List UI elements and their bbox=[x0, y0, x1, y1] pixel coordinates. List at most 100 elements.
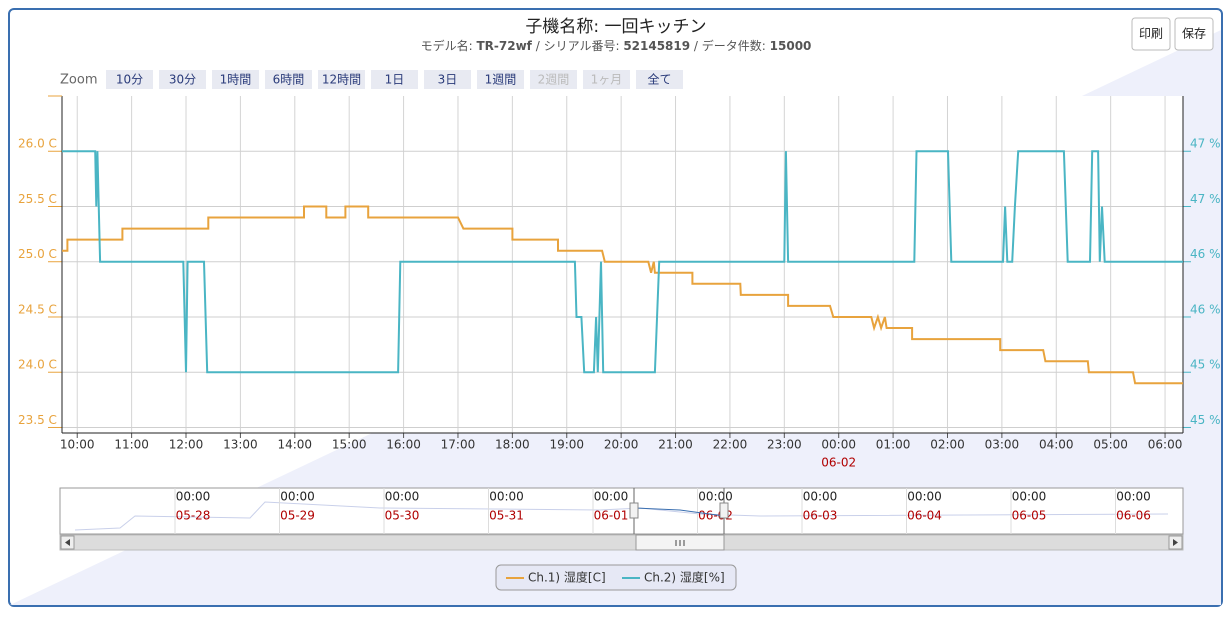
x-tick-label: 00:00 bbox=[821, 438, 856, 452]
scrollbar-arrow bbox=[65, 539, 70, 546]
navigator-date: 05-29 bbox=[280, 509, 315, 523]
x-tick-label: 05:00 bbox=[1093, 438, 1128, 452]
x-tick-label: 04:00 bbox=[1039, 438, 1074, 452]
zoom-button-box bbox=[159, 70, 206, 89]
toolbar-button[interactable]: 保存 bbox=[1174, 17, 1214, 51]
chart-title: 子機名称: 一回キッチン bbox=[525, 17, 706, 37]
legend-item[interactable]: Ch.2) 湿度[%] bbox=[622, 570, 725, 585]
x-tick-label: 21:00 bbox=[658, 438, 693, 452]
y-tick-label: 24.0 C bbox=[18, 358, 57, 372]
navigator-date: 06-04 bbox=[907, 509, 942, 523]
navigator-date: 05-28 bbox=[176, 509, 211, 523]
zoom-button-label: 6時間 bbox=[273, 73, 305, 87]
button-label: 印刷 bbox=[1139, 27, 1163, 41]
x-tick-label: 23:00 bbox=[767, 438, 802, 452]
x-tick-label: 12:00 bbox=[169, 438, 204, 452]
legend-label: Ch.2) 湿度[%] bbox=[644, 570, 725, 585]
navigator-time: 00:00 bbox=[1116, 490, 1151, 504]
button-box bbox=[1131, 17, 1171, 51]
subtitle-label: / シリアル番号: bbox=[532, 39, 623, 53]
y2-tick-label: 45 % bbox=[1190, 358, 1221, 372]
zoom-button-label: 1時間 bbox=[220, 73, 252, 87]
x-tick-label: 13:00 bbox=[223, 438, 258, 452]
x-tick-label: 10:00 bbox=[60, 438, 95, 452]
x-tick-label: 20:00 bbox=[604, 438, 639, 452]
navigator-time: 00:00 bbox=[907, 490, 942, 504]
navigator-time: 00:00 bbox=[176, 490, 211, 504]
navigator-date: 06-06 bbox=[1116, 509, 1151, 523]
x-tick-label: 01:00 bbox=[876, 438, 911, 452]
series-line bbox=[62, 205, 1183, 385]
navigator-date: 06-03 bbox=[803, 509, 838, 523]
x-tick-label: 18:00 bbox=[495, 438, 530, 452]
legend-box bbox=[495, 564, 737, 591]
zoom-button[interactable]: 全て bbox=[636, 70, 683, 89]
scrollbar-grip bbox=[675, 540, 685, 546]
navigator-time: 00:00 bbox=[1012, 490, 1047, 504]
series-line bbox=[62, 150, 1183, 374]
zoom-button-box bbox=[371, 70, 418, 89]
subtitle-value: TR-72wf bbox=[476, 39, 532, 53]
legend-label: Ch.1) 湿度[C] bbox=[528, 570, 606, 585]
subtitle-value: 15000 bbox=[770, 39, 812, 53]
x-tick-label: 17:00 bbox=[441, 438, 476, 452]
subtitle-label: / データ件数: bbox=[690, 38, 770, 53]
zoom-button-label: 1ヶ月 bbox=[591, 73, 623, 87]
x-tick-label: 14:00 bbox=[277, 438, 312, 452]
zoom-button[interactable]: 12時間 bbox=[318, 70, 365, 89]
zoom-button-label: 1週間 bbox=[485, 73, 517, 87]
y2-tick-label: 47 % bbox=[1190, 192, 1221, 206]
navigator-box bbox=[59, 487, 1184, 535]
y2-tick-label: 46 % bbox=[1190, 247, 1221, 261]
x-tick-label: 03:00 bbox=[985, 438, 1020, 452]
subtitle-label: モデル名: bbox=[421, 38, 477, 53]
navigator-time: 00:00 bbox=[489, 490, 524, 504]
toolbar-button[interactable]: 印刷 bbox=[1131, 17, 1171, 51]
y2-tick-label: 45 % bbox=[1190, 413, 1221, 427]
navigator-handle[interactable] bbox=[719, 502, 729, 519]
zoom-button[interactable]: 1週間 bbox=[477, 70, 524, 89]
navigator-handle[interactable] bbox=[629, 502, 639, 519]
x-tick-label: 15:00 bbox=[332, 438, 367, 452]
navigator-mask bbox=[61, 489, 634, 533]
zoom-button[interactable]: 3日 bbox=[424, 70, 471, 89]
zoom-button: 1ヶ月 bbox=[583, 70, 630, 89]
zoom-button-box bbox=[424, 70, 471, 89]
x-tick-label: 02:00 bbox=[930, 438, 965, 452]
zoom-button[interactable]: 1時間 bbox=[212, 70, 259, 89]
navigator-date: 06-01 bbox=[594, 509, 629, 523]
x-date-label: 06-02 bbox=[821, 456, 856, 470]
y-tick-label: 26.0 C bbox=[18, 137, 57, 151]
zoom-button: 2週間 bbox=[530, 70, 577, 89]
navigator-date: 05-31 bbox=[489, 509, 524, 523]
plot-area bbox=[62, 96, 1183, 433]
button-box bbox=[1174, 17, 1214, 51]
zoom-button-label: 2週間 bbox=[538, 73, 570, 87]
zoom-button[interactable]: 30分 bbox=[159, 70, 206, 89]
zoom-button-box bbox=[318, 70, 365, 89]
zoom-button-box bbox=[477, 70, 524, 89]
zoom-label: Zoom bbox=[60, 73, 97, 88]
zoom-button-label: 3日 bbox=[438, 73, 458, 87]
y2-tick-label: 46 % bbox=[1190, 302, 1221, 316]
zoom-button-box bbox=[265, 70, 312, 89]
zoom-button-box bbox=[583, 70, 630, 89]
y2-tick-label: 47 % bbox=[1190, 137, 1221, 151]
zoom-button-box bbox=[106, 70, 153, 89]
navigator-date: 06-05 bbox=[1012, 509, 1047, 523]
zoom-button[interactable]: 10分 bbox=[106, 70, 153, 89]
zoom-button-box bbox=[530, 70, 577, 89]
navigator-date: 05-30 bbox=[385, 509, 420, 523]
zoom-button[interactable]: 1日 bbox=[371, 70, 418, 89]
zoom-button[interactable]: 6時間 bbox=[265, 70, 312, 89]
navigator-time: 00:00 bbox=[803, 490, 838, 504]
navigator-time: 00:00 bbox=[280, 490, 315, 504]
button-label: 保存 bbox=[1182, 27, 1206, 41]
y-tick-label: 23.5 C bbox=[18, 413, 57, 427]
navigator-selection-line bbox=[633, 507, 725, 517]
legend-item[interactable]: Ch.1) 湿度[C] bbox=[506, 570, 606, 585]
navigator-time: 00:00 bbox=[698, 490, 733, 504]
x-tick-label: 11:00 bbox=[114, 438, 149, 452]
zoom-button-box bbox=[636, 70, 683, 89]
y-tick-label: 25.0 C bbox=[18, 247, 57, 261]
